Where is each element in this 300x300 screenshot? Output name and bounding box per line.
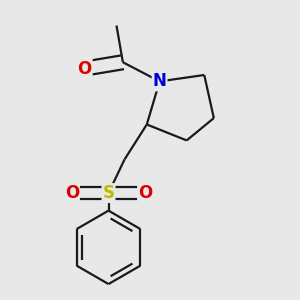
Text: O: O (77, 60, 92, 78)
Text: S: S (103, 184, 115, 202)
Text: O: O (138, 184, 152, 202)
Text: O: O (65, 184, 79, 202)
Text: N: N (153, 72, 166, 90)
